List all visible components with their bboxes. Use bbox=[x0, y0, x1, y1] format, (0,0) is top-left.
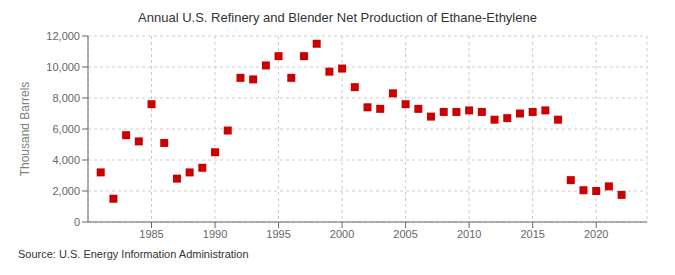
svg-text:Thousand Barrels: Thousand Barrels bbox=[18, 82, 32, 177]
svg-text:1995: 1995 bbox=[266, 228, 290, 240]
svg-text:1990: 1990 bbox=[203, 228, 227, 240]
svg-text:2015: 2015 bbox=[520, 228, 544, 240]
svg-text:2,000: 2,000 bbox=[52, 185, 80, 197]
html-text:Annual U.S. Refinery and Blend: Annual U.S. Refinery and Blender Net Pro… bbox=[138, 10, 537, 25]
svg-text:0: 0 bbox=[74, 216, 80, 228]
svg-text:6,000: 6,000 bbox=[52, 123, 80, 135]
svg-text:2005: 2005 bbox=[393, 228, 417, 240]
svg-text:8,000: 8,000 bbox=[52, 92, 80, 104]
svg-text:12,000: 12,000 bbox=[46, 30, 80, 42]
svg-text:2010: 2010 bbox=[457, 228, 481, 240]
svg-text:10,000: 10,000 bbox=[46, 61, 80, 73]
html-text:Source: U.S. Energy Informatio: Source: U.S. Energy Information Administ… bbox=[18, 248, 249, 260]
svg-text:4,000: 4,000 bbox=[52, 154, 80, 166]
svg-text:1985: 1985 bbox=[139, 228, 163, 240]
svg-text:2000: 2000 bbox=[330, 228, 354, 240]
svg-text:2020: 2020 bbox=[584, 228, 608, 240]
